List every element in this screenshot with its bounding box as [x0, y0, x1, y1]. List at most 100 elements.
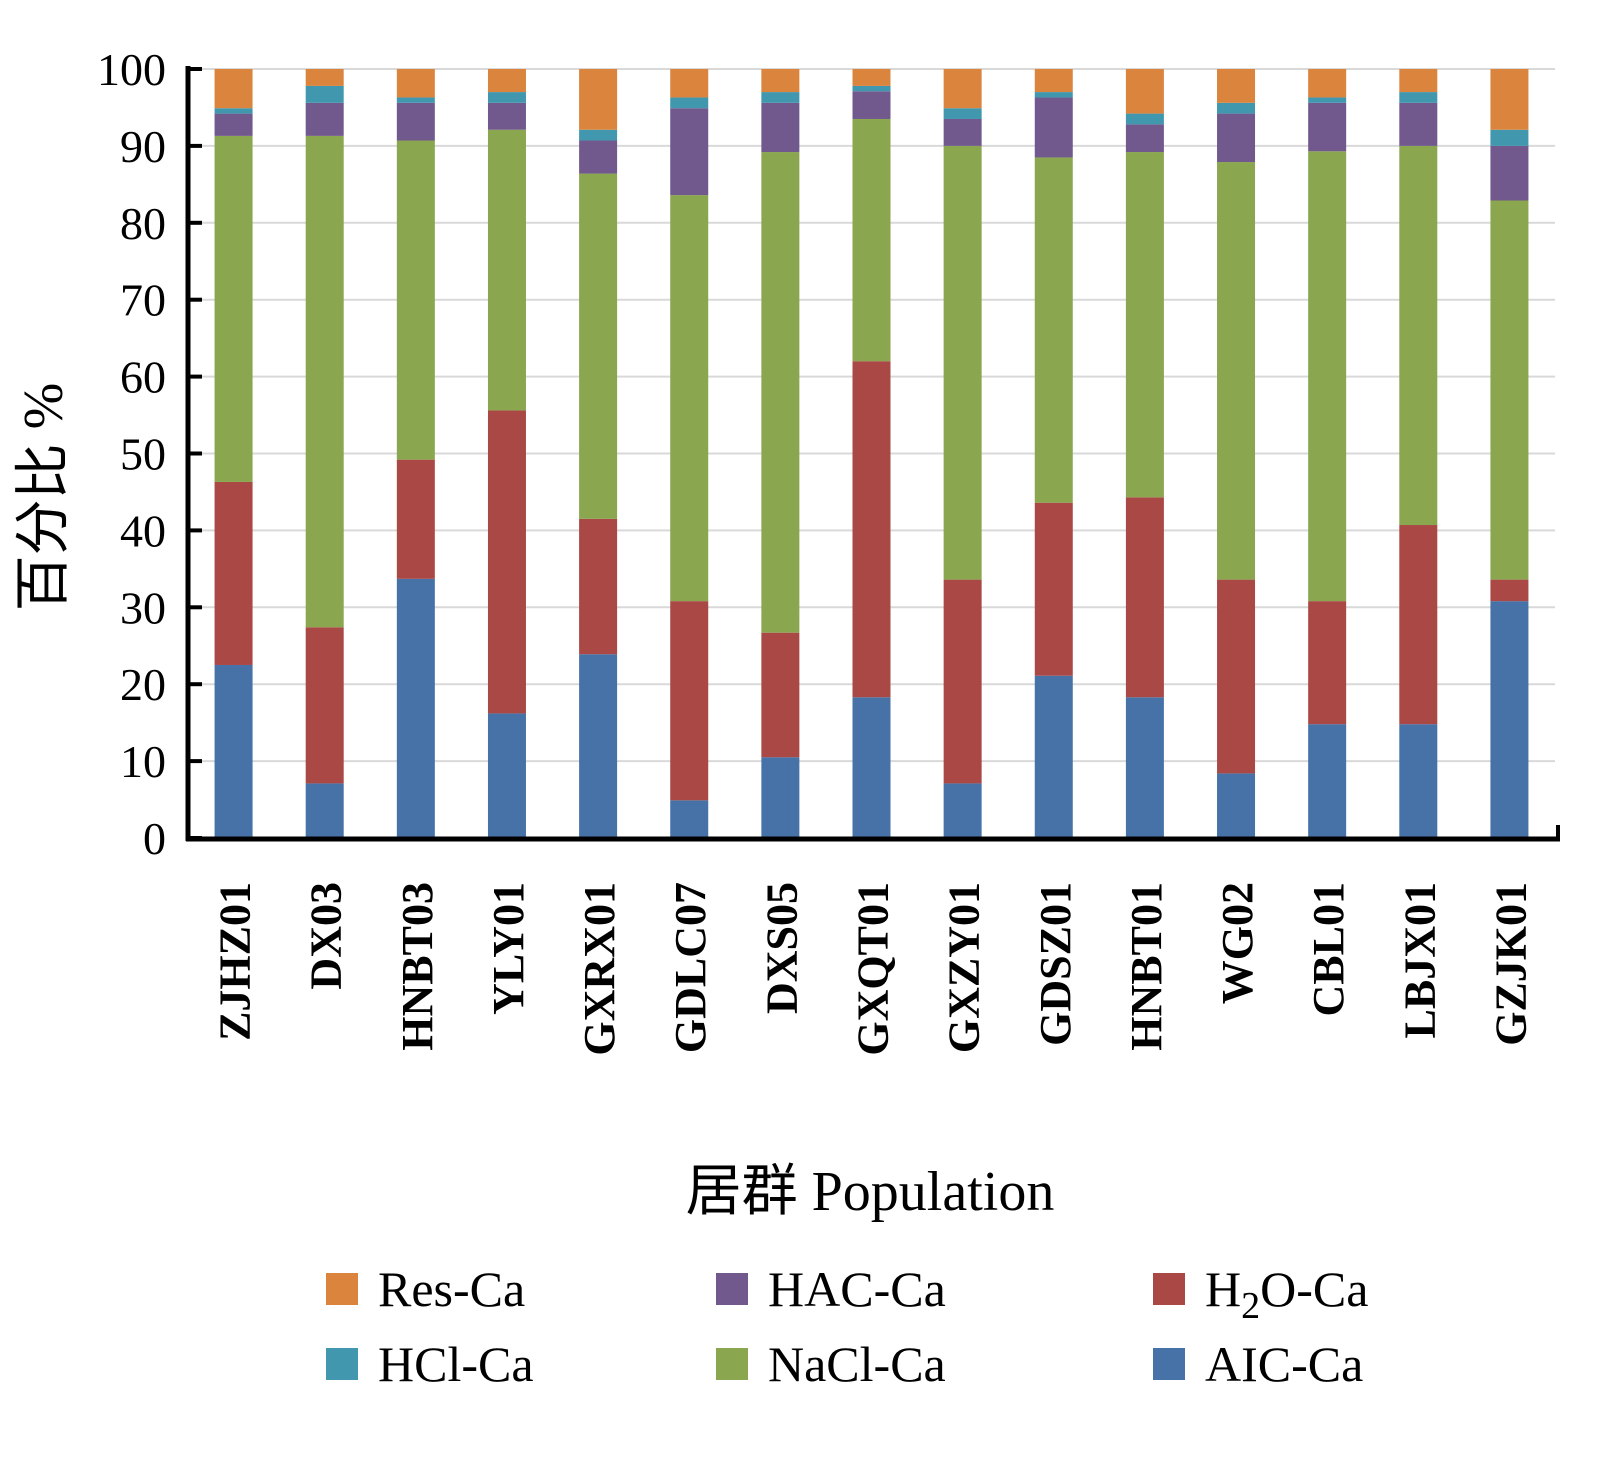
- bar-segment-res-ca: [943, 69, 982, 109]
- bar-segment-hac-ca: [214, 113, 253, 136]
- legend-swatch: [326, 1273, 358, 1305]
- bar-segment-aic-ca: [1034, 675, 1073, 838]
- bar-segment-h2o-ca: [670, 601, 709, 801]
- bar-segment-nacl-ca: [487, 129, 526, 411]
- bar-segment-h2o-ca: [579, 518, 618, 655]
- bar-stack-WG02: [1217, 69, 1256, 838]
- bar-segment-hcl-ca: [305, 85, 344, 103]
- bar-segment-res-ca: [214, 69, 253, 109]
- y-tick-label: 50: [120, 429, 166, 480]
- bar-segment-hac-ca: [761, 102, 800, 153]
- bar-segment-res-ca: [396, 69, 435, 98]
- bar-segment-aic-ca: [943, 783, 982, 838]
- bar-segment-aic-ca: [1308, 724, 1347, 838]
- bar-segment-res-ca: [761, 69, 800, 93]
- bar-segment-hac-ca: [670, 108, 709, 196]
- legend-item: HAC-Ca: [716, 1261, 946, 1317]
- bar-segment-hac-ca: [943, 118, 982, 146]
- y-tick-label: 0: [143, 813, 166, 864]
- legend-label: AIC-Ca: [1205, 1336, 1363, 1392]
- x-tick-label: ZJHZ01: [211, 882, 260, 1041]
- bar-segment-nacl-ca: [1034, 157, 1073, 503]
- y-axis-title: 百分比 %: [13, 383, 75, 612]
- legend-swatch: [1153, 1348, 1185, 1380]
- bar-segment-aic-ca: [670, 800, 709, 838]
- bar-segment-nacl-ca: [579, 173, 618, 519]
- y-tick-label: 90: [120, 121, 166, 172]
- bar-segment-h2o-ca: [1399, 525, 1438, 725]
- bar-segment-res-ca: [487, 69, 526, 93]
- bar-segment-nacl-ca: [761, 152, 800, 633]
- bar-segment-hac-ca: [579, 140, 618, 174]
- bar-segment-res-ca: [1399, 69, 1438, 93]
- bar-segment-nacl-ca: [305, 135, 344, 628]
- bar-stack-GXRX01: [579, 69, 618, 838]
- x-tick-label: DX03: [302, 882, 351, 990]
- bar-segment-res-ca: [670, 69, 709, 98]
- bar-segment-aic-ca: [1125, 697, 1164, 838]
- x-tick-label: YLY01: [484, 882, 533, 1015]
- bar-stack-HNBT01: [1125, 69, 1164, 838]
- bar-segment-hac-ca: [305, 102, 344, 136]
- bar-stack-HNBT03: [396, 69, 435, 838]
- bar-segment-hac-ca: [1399, 102, 1438, 146]
- bar-segment-res-ca: [1308, 69, 1347, 98]
- bar-segment-hcl-ca: [1125, 113, 1164, 125]
- x-tick-label: GXQT01: [849, 882, 898, 1056]
- bar-segment-hac-ca: [396, 102, 435, 141]
- bar-segment-nacl-ca: [670, 195, 709, 602]
- x-tick-label: GXRX01: [575, 882, 624, 1056]
- legend-label: HCl-Ca: [378, 1336, 534, 1392]
- bar-segment-aic-ca: [1399, 724, 1438, 838]
- bar-segment-hac-ca: [1125, 124, 1164, 153]
- bar-segment-res-ca: [1217, 69, 1256, 103]
- legend-item: NaCl-Ca: [716, 1336, 946, 1392]
- x-tick-label: GXZY01: [940, 882, 989, 1053]
- bar-segment-hcl-ca: [1034, 92, 1073, 98]
- bar-segment-hcl-ca: [487, 92, 526, 103]
- x-tick-label: HNBT03: [393, 882, 442, 1051]
- legend-swatch: [1153, 1273, 1185, 1305]
- y-tick-label: 60: [120, 352, 166, 403]
- x-tick-label: GDSZ01: [1031, 882, 1080, 1046]
- bar-segment-hcl-ca: [670, 97, 709, 109]
- bar-segment-h2o-ca: [1217, 579, 1256, 774]
- bar-segment-h2o-ca: [214, 481, 253, 665]
- y-ticks: 0 10 20 30 40 50 60 70 80 90 100: [97, 44, 202, 864]
- legend-item: H2O-Ca: [1153, 1261, 1368, 1327]
- y-tick-label: 80: [120, 198, 166, 249]
- x-tick-label: GZJK01: [1486, 882, 1535, 1046]
- bar-segment-hcl-ca: [396, 97, 435, 103]
- legend-swatch: [716, 1273, 748, 1305]
- bar-segment-nacl-ca: [1490, 200, 1529, 580]
- bar-segment-hac-ca: [1490, 145, 1529, 201]
- y-tick-label: 10: [120, 736, 166, 787]
- bar-stack-GZJK01: [1490, 69, 1529, 838]
- x-tick-label: CBL01: [1304, 882, 1353, 1016]
- legend-label: NaCl-Ca: [768, 1336, 946, 1392]
- bar-segment-nacl-ca: [852, 118, 891, 362]
- bar-segment-hcl-ca: [1399, 92, 1438, 103]
- bar-segment-h2o-ca: [1490, 579, 1529, 602]
- bar-segment-aic-ca: [214, 664, 253, 838]
- y-tick-label: 30: [120, 582, 166, 633]
- bar-segment-nacl-ca: [1217, 162, 1256, 580]
- bar-segment-hac-ca: [852, 91, 891, 119]
- bar-segment-res-ca: [305, 69, 344, 86]
- bar-stack-LBJX01: [1399, 69, 1438, 838]
- bar-segment-hac-ca: [1217, 113, 1256, 163]
- x-tick-label: GDLC07: [666, 882, 715, 1053]
- bar-stack-DXS05: [761, 69, 800, 838]
- bar-segment-hcl-ca: [943, 108, 982, 119]
- bar-stack-GDLC07: [670, 69, 709, 838]
- bar-segment-aic-ca: [852, 697, 891, 838]
- bar-segment-h2o-ca: [1034, 502, 1073, 676]
- legend: Res-Ca HAC-Ca H2O-Ca HCl-Ca NaCl-Ca AIC-Ca: [326, 1261, 1368, 1392]
- bar-segment-nacl-ca: [396, 140, 435, 460]
- bars: [214, 69, 1529, 838]
- bar-segment-h2o-ca: [487, 410, 526, 714]
- bar-segment-nacl-ca: [214, 135, 253, 482]
- y-tick-label: 20: [120, 659, 166, 710]
- bar-segment-h2o-ca: [852, 361, 891, 698]
